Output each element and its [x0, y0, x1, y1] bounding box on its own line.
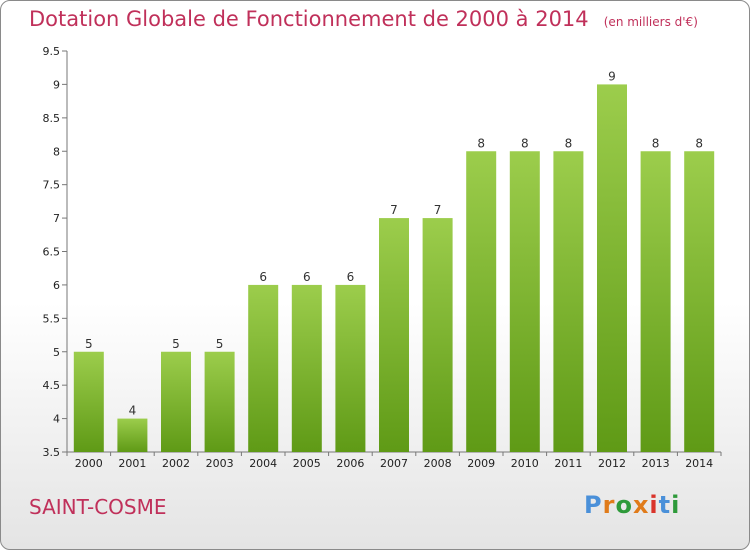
title-row: Dotation Globale de Fonctionnement de 20…	[29, 7, 698, 31]
y-tick-label: 7	[53, 212, 60, 225]
bar-value-label: 5	[216, 337, 224, 351]
x-tick-label: 2003	[206, 457, 234, 470]
bar-value-label: 9	[608, 69, 616, 83]
x-tick-label: 2001	[118, 457, 146, 470]
x-tick-label: 2013	[642, 457, 670, 470]
y-tick-label: 5	[53, 346, 60, 359]
bar	[509, 151, 540, 452]
y-tick-label: 4	[53, 413, 60, 426]
x-tick-label: 2009	[467, 457, 495, 470]
x-tick-label: 2002	[162, 457, 190, 470]
logo-letter: o	[615, 491, 633, 519]
bar	[597, 84, 627, 453]
bar-value-label: 6	[259, 270, 267, 284]
x-tick-label: 2010	[511, 457, 539, 470]
x-tick-label: 2012	[598, 457, 626, 470]
y-tick-label: 9	[53, 78, 60, 91]
chart-title: Dotation Globale de Fonctionnement de 20…	[29, 7, 589, 31]
logo-letter: x	[632, 491, 650, 519]
logo-letter: P	[584, 491, 603, 519]
bar-value-label: 8	[477, 136, 485, 150]
bar	[640, 151, 671, 452]
x-tick-label: 2008	[424, 457, 452, 470]
bar-value-label: 8	[521, 136, 529, 150]
bar-value-label: 6	[347, 270, 355, 284]
bar	[553, 151, 584, 452]
y-tick-label: 7.5	[43, 179, 61, 192]
bar	[204, 351, 235, 452]
proxiti-logo: Proxiti	[584, 491, 680, 519]
bar-value-label: 4	[129, 404, 137, 418]
y-tick-label: 6	[53, 279, 60, 292]
y-tick-label: 6.5	[43, 246, 61, 259]
bar	[291, 284, 322, 452]
bar	[161, 351, 191, 452]
bar-value-label: 8	[565, 136, 573, 150]
chart-subtitle: (en milliers d'€)	[603, 15, 698, 29]
x-tick-label: 2000	[75, 457, 103, 470]
bar-value-label: 8	[695, 136, 703, 150]
x-tick-label: 2006	[336, 457, 364, 470]
y-tick-label: 4.5	[43, 379, 61, 392]
y-tick-label: 9.5	[43, 45, 61, 58]
y-tick-label: 3.5	[43, 446, 61, 459]
logo-letter: t	[658, 491, 672, 519]
y-tick-label: 8	[53, 145, 60, 158]
bar-value-label: 5	[172, 337, 180, 351]
x-tick-label: 2007	[380, 457, 408, 470]
bar	[684, 151, 715, 452]
logo-letter: r	[602, 491, 616, 519]
bar-value-label: 5	[85, 337, 93, 351]
x-tick-label: 2011	[554, 457, 582, 470]
logo-letter: i	[671, 491, 681, 519]
bar	[379, 218, 409, 452]
x-tick-label: 2005	[293, 457, 321, 470]
bar-value-label: 6	[303, 270, 311, 284]
y-tick-label: 5.5	[43, 312, 61, 325]
logo-letter: i	[649, 491, 659, 519]
x-tick-label: 2014	[685, 457, 713, 470]
bar	[466, 151, 497, 452]
y-tick-label: 8.5	[43, 112, 61, 125]
x-tick-label: 2004	[249, 457, 277, 470]
bar-value-label: 7	[434, 203, 442, 217]
bar	[248, 284, 279, 452]
place-name: SAINT-COSME	[29, 495, 167, 519]
bar-value-label: 8	[652, 136, 660, 150]
bar-value-label: 7	[390, 203, 398, 217]
bar	[73, 351, 104, 452]
bar	[422, 218, 453, 452]
bar	[335, 284, 366, 452]
bar	[117, 418, 148, 452]
